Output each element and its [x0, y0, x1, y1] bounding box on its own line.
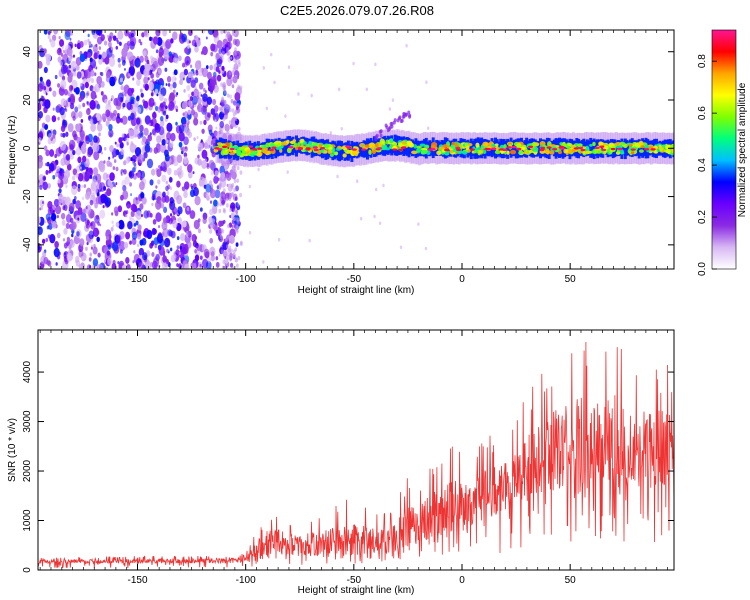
- colorbar-tick-label: 0.2: [697, 210, 708, 224]
- colorbar-tick-label: 0.4: [697, 158, 708, 172]
- snr-x-tick-label: -150: [128, 575, 148, 586]
- spectrogram-frame: [37, 29, 675, 270]
- colorbar-axis: 0.0 0.2 0.4 0.6 0.8: [697, 54, 717, 276]
- spectrogram-y-tick-label: 20: [22, 94, 33, 106]
- colorbar-tick-label: 0.0: [697, 262, 708, 276]
- spectrogram-y-label: Frequency (Hz): [7, 116, 18, 185]
- snr-y-tick-label: 4000: [22, 361, 33, 384]
- figure-title: C2E5.2026.079.07.26.R08: [280, 3, 434, 18]
- snr-y-tick-label: 0: [22, 567, 33, 573]
- snr-y-tick-label: 3000: [22, 410, 33, 433]
- spectrogram-y-tick-label: 0: [22, 145, 33, 151]
- spectrogram-x-tick-label: -100: [236, 274, 256, 285]
- colorbar: 0.0 0.2 0.4 0.6 0.8 Normalized spectral ampl…: [697, 29, 748, 276]
- snr-series-line: [38, 341, 674, 569]
- snr-y-tick-label: 1000: [22, 509, 33, 532]
- spectrogram-panel: -150 -100 -50 0 50 -40 -20 0 20 40 Height of stra…: [7, 29, 675, 296]
- colorbar-gradient: [712, 30, 736, 269]
- colorbar-tick-label: 0.8: [697, 54, 708, 68]
- spectrogram-y-tick-label: -40: [22, 237, 33, 252]
- snr-y-label: SNR (10 * v/v): [7, 418, 18, 482]
- snr-x-tick-label: 0: [459, 575, 465, 586]
- snr-y-tick-label: 2000: [22, 459, 33, 482]
- spectrogram-x-tick-label: 0: [459, 274, 465, 285]
- colorbar-frame: [711, 29, 737, 270]
- colorbar-tick-label: 0.6: [697, 106, 708, 120]
- spectrogram-x-tick-label: -50: [347, 274, 362, 285]
- snr-x-tick-label: -100: [236, 575, 256, 586]
- snr-x-label: Height of straight line (km): [298, 585, 415, 596]
- spectrogram-axes: -150 -100 -50 0 50 -40 -20 0 20 40: [22, 30, 674, 285]
- snr-x-tick-label: -50: [347, 575, 362, 586]
- spectrogram-x-tick-label: 50: [565, 274, 577, 285]
- spectrogram-x-tick-label: -150: [128, 274, 148, 285]
- snr-frame: [37, 329, 675, 571]
- spectrogram-y-tick-label: -20: [22, 189, 33, 204]
- colorbar-label: Normalized spectral amplitude: [737, 82, 748, 217]
- spectrogram-x-label: Height of straight line (km): [298, 285, 415, 296]
- spectrogram-image: [38, 30, 674, 269]
- spectrogram-y-tick-label: 40: [22, 46, 33, 58]
- snr-x-tick-label: 50: [565, 575, 577, 586]
